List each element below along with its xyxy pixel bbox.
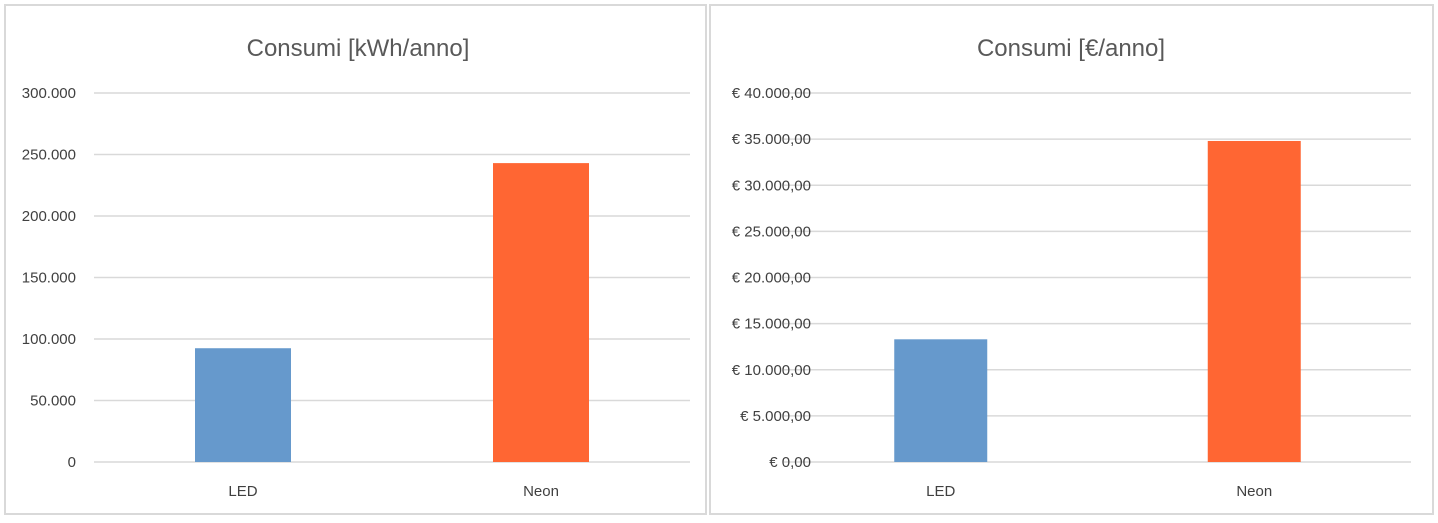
y-tick-label: € 0,00 [769, 454, 811, 471]
chart-panel-kwh: Consumi [kWh/anno] 0 50.000 100.000 150.000… [4, 4, 707, 515]
y-tick-label: € 20.000,00 [732, 270, 811, 287]
y-tick-label: € 35.000,00 [732, 131, 811, 148]
bar-neon [493, 163, 589, 463]
chart-title: Consumi [€/anno] [977, 35, 1165, 62]
y-tick-label: € 15.000,00 [732, 316, 811, 333]
bar-neon [1207, 140, 1301, 462]
chart-kwh: Consumi [kWh/anno] 0 50.000 100.000 150.000… [22, 35, 690, 500]
chart-panel-euro: Consumi [€/anno] € 0,00 € 5.000,00 € 10.00… [709, 4, 1434, 515]
y-tick-label: 100.000 [22, 331, 76, 348]
y-tick-label: 150.000 [22, 270, 76, 287]
chart-euro: Consumi [€/anno] € 0,00 € 5.000,00 € 10.00… [732, 35, 1411, 500]
x-category-label: Neon [523, 483, 559, 500]
y-tick-label: € 5.000,00 [740, 408, 811, 425]
y-tick-label: € 30.000,00 [732, 177, 811, 194]
bar-led [894, 339, 988, 462]
y-tick-label: 50.000 [30, 393, 76, 410]
y-tick-label: 200.000 [22, 208, 76, 225]
y-tick-label: 0 [68, 454, 76, 471]
y-tick-label: 250.000 [22, 147, 76, 164]
x-category-label: LED [926, 483, 955, 500]
x-category-label: LED [228, 483, 257, 500]
y-tick-label: € 25.000,00 [732, 223, 811, 240]
chart-title: Consumi [kWh/anno] [247, 35, 470, 62]
y-tick-label: 300.000 [22, 85, 76, 102]
x-category-label: Neon [1236, 483, 1272, 500]
bar-led [195, 348, 291, 462]
y-tick-label: € 40.000,00 [732, 85, 811, 102]
y-tick-label: € 10.000,00 [732, 362, 811, 379]
